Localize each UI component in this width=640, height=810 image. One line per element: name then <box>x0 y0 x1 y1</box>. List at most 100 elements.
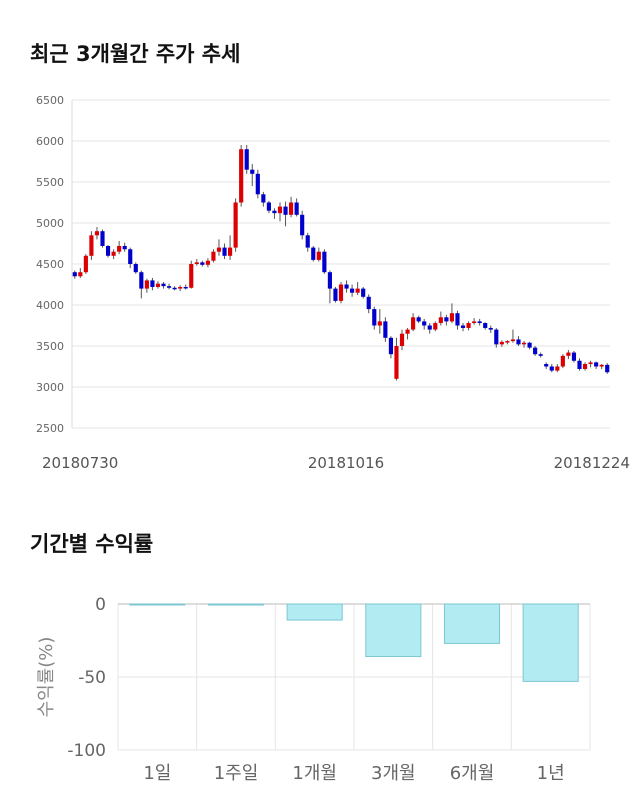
x-tick-label: 20181224 <box>554 454 630 472</box>
candle-body <box>355 288 360 293</box>
candle-body <box>322 251 327 273</box>
candle-body <box>166 286 172 288</box>
candle-body <box>510 339 516 342</box>
x-tick-label: 20181016 <box>308 454 384 472</box>
candle-body <box>433 323 438 330</box>
candle-body <box>344 284 349 289</box>
y-tick-label: 4500 <box>36 258 64 271</box>
candlestick-chart: 2500 3000 3500 4000 4500 5000 5500 6000 6500 2018… <box>36 94 630 472</box>
candle-body <box>605 364 610 373</box>
candle-body <box>122 245 127 250</box>
candle-body <box>139 272 144 289</box>
return-bar <box>129 603 186 606</box>
candle-body <box>289 202 294 215</box>
candle-body <box>549 366 554 371</box>
candle-body <box>155 283 161 287</box>
candle-body <box>444 317 449 322</box>
candle-body <box>438 317 443 324</box>
return-bar <box>522 603 579 682</box>
candle-body <box>250 169 255 174</box>
candle-body <box>89 235 94 256</box>
candle-body <box>327 272 332 289</box>
candle-body <box>366 296 371 310</box>
candle-body <box>172 287 177 290</box>
candle-body <box>422 321 427 326</box>
x-tick-label: 6개월 <box>450 763 495 784</box>
x-tick-label: 1개월 <box>292 763 337 784</box>
y-tick-label: 3000 <box>36 381 64 394</box>
candle-body <box>383 321 388 338</box>
candle-body <box>277 206 283 214</box>
candle-body <box>505 341 510 343</box>
candle-body <box>316 251 321 260</box>
candle-body <box>305 235 310 248</box>
candle-body <box>544 364 549 367</box>
candle-body <box>100 231 105 246</box>
y-tick-label: 0 <box>95 595 106 615</box>
candle-body <box>527 342 532 348</box>
candle-body <box>416 317 421 322</box>
candle-body <box>333 288 338 301</box>
candle-body <box>466 323 471 328</box>
y-tick-label: 2500 <box>36 422 64 435</box>
candle-body <box>144 280 149 289</box>
candle-body <box>150 280 155 287</box>
candle-body <box>599 364 604 367</box>
candle-body <box>83 255 88 273</box>
x-tick-label: 1주일 <box>214 763 259 784</box>
candle-body <box>483 323 488 328</box>
candle-body <box>272 210 277 214</box>
candle-body <box>239 149 244 203</box>
candle-body <box>588 362 593 365</box>
candle-body <box>538 354 543 356</box>
candle-body <box>494 329 499 345</box>
candle-body <box>78 272 83 277</box>
candle-body <box>350 288 355 293</box>
candle-body <box>255 173 260 195</box>
candle-body <box>372 309 377 326</box>
candle-body <box>133 264 138 273</box>
candle-body <box>555 366 560 371</box>
candle-body <box>399 333 405 346</box>
return-bar <box>443 603 501 644</box>
candle-body <box>300 214 305 236</box>
y-tick-label: 4000 <box>36 299 64 312</box>
candle-body <box>427 325 432 330</box>
y-tick-label: 6500 <box>36 94 64 107</box>
candle-body <box>233 202 238 248</box>
candle-body <box>533 347 538 355</box>
candle-body <box>566 352 571 356</box>
candle-body <box>361 288 366 297</box>
candle-body <box>94 231 100 236</box>
x-tick-label: 20180730 <box>42 454 118 472</box>
candle-body <box>594 362 599 367</box>
returns-bar-chart: 0 -50 -100 1일 1주일 1개월 3개월 6개월 1년 수익률(%) <box>36 595 591 784</box>
candle-body <box>261 194 266 203</box>
candle-body <box>216 247 222 252</box>
x-tick-label: 1년 <box>537 763 565 784</box>
returns-title: 기간별 수익률 <box>30 532 154 556</box>
candle-body <box>455 313 460 326</box>
return-bar <box>286 603 343 621</box>
candle-body <box>205 260 210 265</box>
candle-body <box>105 245 111 256</box>
candle-body <box>222 247 227 256</box>
y-axis-label: 수익률(%) <box>36 637 57 718</box>
candle-body <box>521 342 527 345</box>
candle-body <box>311 247 316 260</box>
return-bar <box>365 603 422 658</box>
candle-body <box>200 262 205 265</box>
candle-body <box>128 249 133 264</box>
candle-body <box>577 360 582 369</box>
candle-body <box>405 329 410 334</box>
candle-body <box>189 264 194 288</box>
candle-body <box>72 272 77 277</box>
y-tick-label: 5500 <box>36 176 64 189</box>
return-bar <box>207 603 265 606</box>
x-tick-label: 1일 <box>143 763 171 784</box>
y-tick-label: 5000 <box>36 217 64 230</box>
candle-body <box>472 321 477 324</box>
y-tick-label: 6000 <box>36 135 64 148</box>
price-trend-title: 최근 3개월간 주가 추세 <box>30 42 241 66</box>
candle-body <box>294 202 299 215</box>
